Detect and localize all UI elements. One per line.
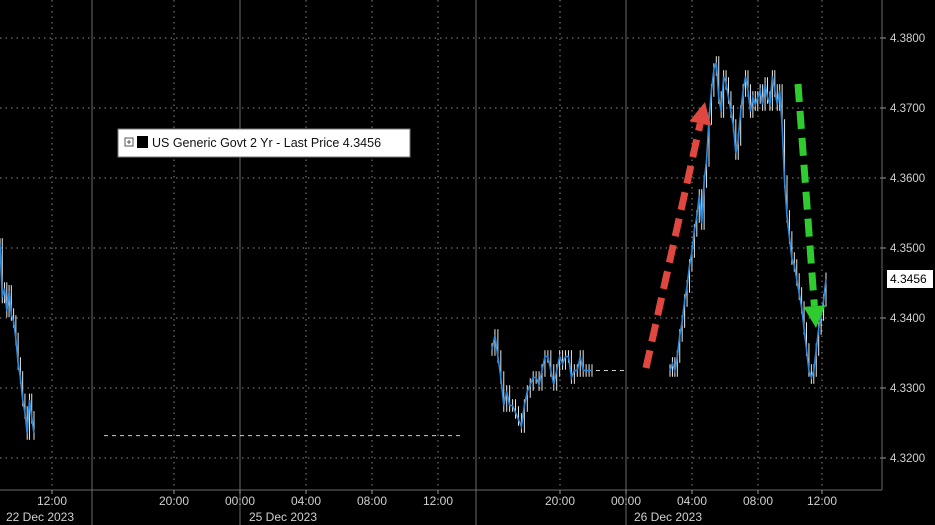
date-label-2: 26 Dec 2023 — [634, 510, 702, 524]
series-0-line — [0, 244, 35, 434]
up-arrow-head — [689, 102, 711, 126]
down-arrow-shaft — [794, 83, 818, 307]
y-tick-label-4: 4.3400 — [890, 313, 925, 325]
series-3-line — [669, 62, 827, 380]
y-tick-label-5: 4.3300 — [890, 383, 925, 395]
session-dividers — [0, 0, 883, 525]
y-tick-label-1: 4.3700 — [890, 103, 925, 115]
price-series — [0, 56, 827, 440]
down-arrow-head — [803, 305, 826, 328]
y-tick-label-0: 4.3800 — [890, 33, 925, 45]
legend: US Generic Govt 2 Yr - Last Price 4.3456 — [117, 128, 411, 158]
y-tick-label-6: 4.3200 — [890, 453, 925, 465]
y-axis: 4.3800 4.3700 4.3600 4.3500 4.3400 4.3300 4.32… — [882, 33, 925, 465]
x-axis: 12:00 20:00 00:00 04:00 08:00 12:00 20:00 00:00… — [6, 490, 837, 524]
last-value-label: 4.3456 — [890, 272, 927, 286]
series-2-line — [491, 335, 592, 430]
legend-swatch-icon — [137, 136, 148, 148]
legend-box — [117, 128, 411, 158]
x-tick-label-5: 12:00 — [423, 494, 453, 508]
y-tick-label-2: 4.3600 — [890, 173, 925, 185]
x-tick-label-1: 20:00 — [159, 494, 189, 508]
trend-arrows — [642, 83, 826, 369]
x-tick-label-7: 00:00 — [611, 494, 641, 508]
x-tick-label-6: 20:00 — [545, 494, 575, 508]
x-tick-label-2: 00:00 — [225, 494, 255, 508]
last-value-badge — [887, 270, 933, 288]
x-tick-label-3: 04:00 — [291, 494, 321, 508]
y-tick-label-3: 4.3500 — [890, 243, 925, 255]
x-tick-label-9: 08:00 — [743, 494, 773, 508]
last-value-marker: 4.3456 — [887, 270, 933, 288]
date-label-1: 25 Dec 2023 — [249, 510, 317, 524]
x-tick-label-10: 12:00 — [807, 494, 837, 508]
x-tick-label-0: 12:00 — [37, 494, 67, 508]
legend-toggle-icon[interactable] — [124, 137, 134, 147]
x-tick-label-8: 04:00 — [677, 494, 707, 508]
x-tick-label-4: 08:00 — [357, 494, 387, 508]
legend-text: US Generic Govt 2 Yr - Last Price 4.3456 — [152, 136, 381, 150]
date-label-0: 22 Dec 2023 — [6, 510, 74, 524]
up-arrow-shaft — [642, 122, 704, 369]
